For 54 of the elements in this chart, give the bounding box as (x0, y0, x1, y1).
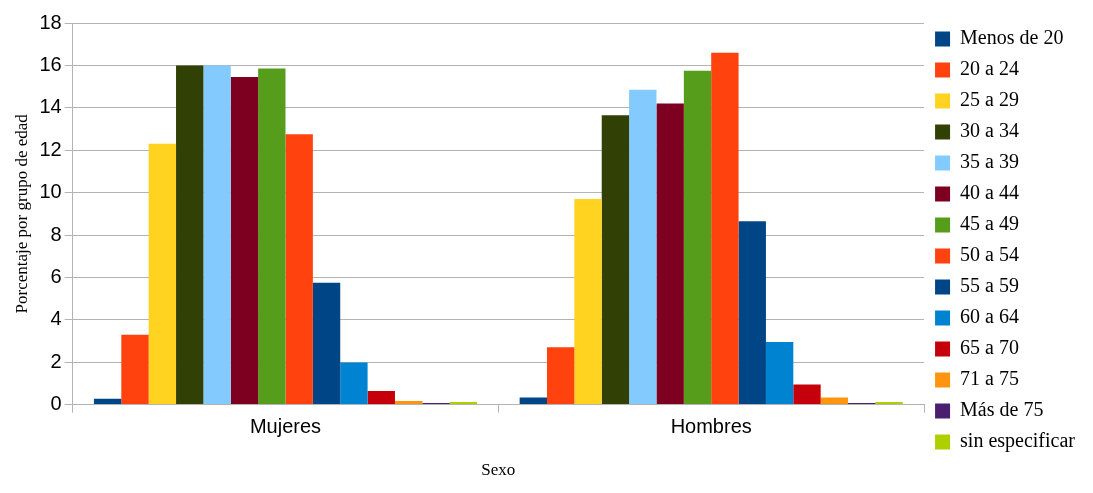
y-tick-label: 4 (50, 307, 62, 330)
bar (312, 282, 341, 405)
legend-label: 55 a 59 (960, 274, 1019, 297)
x-tick-label: Hombres (670, 415, 752, 438)
bar (93, 398, 122, 405)
bar (148, 143, 177, 405)
y-tick-label: 8 (50, 222, 62, 245)
bar (230, 77, 259, 405)
bar (367, 391, 395, 405)
bar (547, 347, 575, 405)
bar (285, 134, 313, 405)
y-tick-label: 14 (39, 95, 62, 118)
bar (629, 89, 657, 405)
legend-label: 50 a 54 (960, 243, 1019, 266)
bar (793, 384, 821, 405)
bar (258, 68, 286, 405)
legend-label: 60 a 64 (960, 305, 1019, 328)
bar (574, 198, 602, 405)
legend-label: Más de 75 (960, 398, 1044, 421)
bar (820, 397, 849, 405)
legend-label: sin especificar (960, 429, 1076, 453)
y-tick-label: 2 (50, 349, 62, 372)
bar (340, 362, 368, 405)
bar (449, 402, 478, 405)
bar (203, 65, 231, 405)
y-tick-label: 0 (50, 392, 62, 415)
bar (394, 401, 423, 405)
legend-label: 65 a 70 (960, 336, 1019, 359)
bar (875, 402, 903, 405)
legend-label: 45 a 49 (960, 212, 1019, 235)
bar (683, 70, 712, 405)
bar (601, 115, 630, 405)
bar (765, 342, 794, 405)
legend-label: 40 a 44 (960, 181, 1019, 204)
legend-label: 35 a 39 (960, 150, 1019, 173)
bar (738, 221, 766, 405)
x-axis-title: Sexo (481, 460, 516, 480)
y-tick-label: 12 (39, 137, 62, 160)
bar (176, 65, 204, 405)
y-tick-label: 10 (39, 180, 62, 203)
bar (711, 52, 739, 405)
legend-label: Menos de 20 (960, 26, 1064, 49)
x-tick-label: Mujeres (249, 415, 322, 438)
y-axis-title: Porcentaje por grupo de edad (11, 113, 31, 314)
y-tick-label: 18 (39, 10, 62, 33)
bar (519, 397, 547, 405)
y-tick-label: 6 (50, 264, 62, 287)
legend-label: 20 a 24 (960, 57, 1019, 80)
y-tick-label: 16 (39, 52, 62, 75)
bar (656, 103, 684, 405)
legend-label: 25 a 29 (960, 88, 1019, 111)
legend-label: 71 a 75 (960, 367, 1019, 390)
bar (121, 334, 149, 405)
legend-label: 30 a 34 (960, 119, 1019, 142)
